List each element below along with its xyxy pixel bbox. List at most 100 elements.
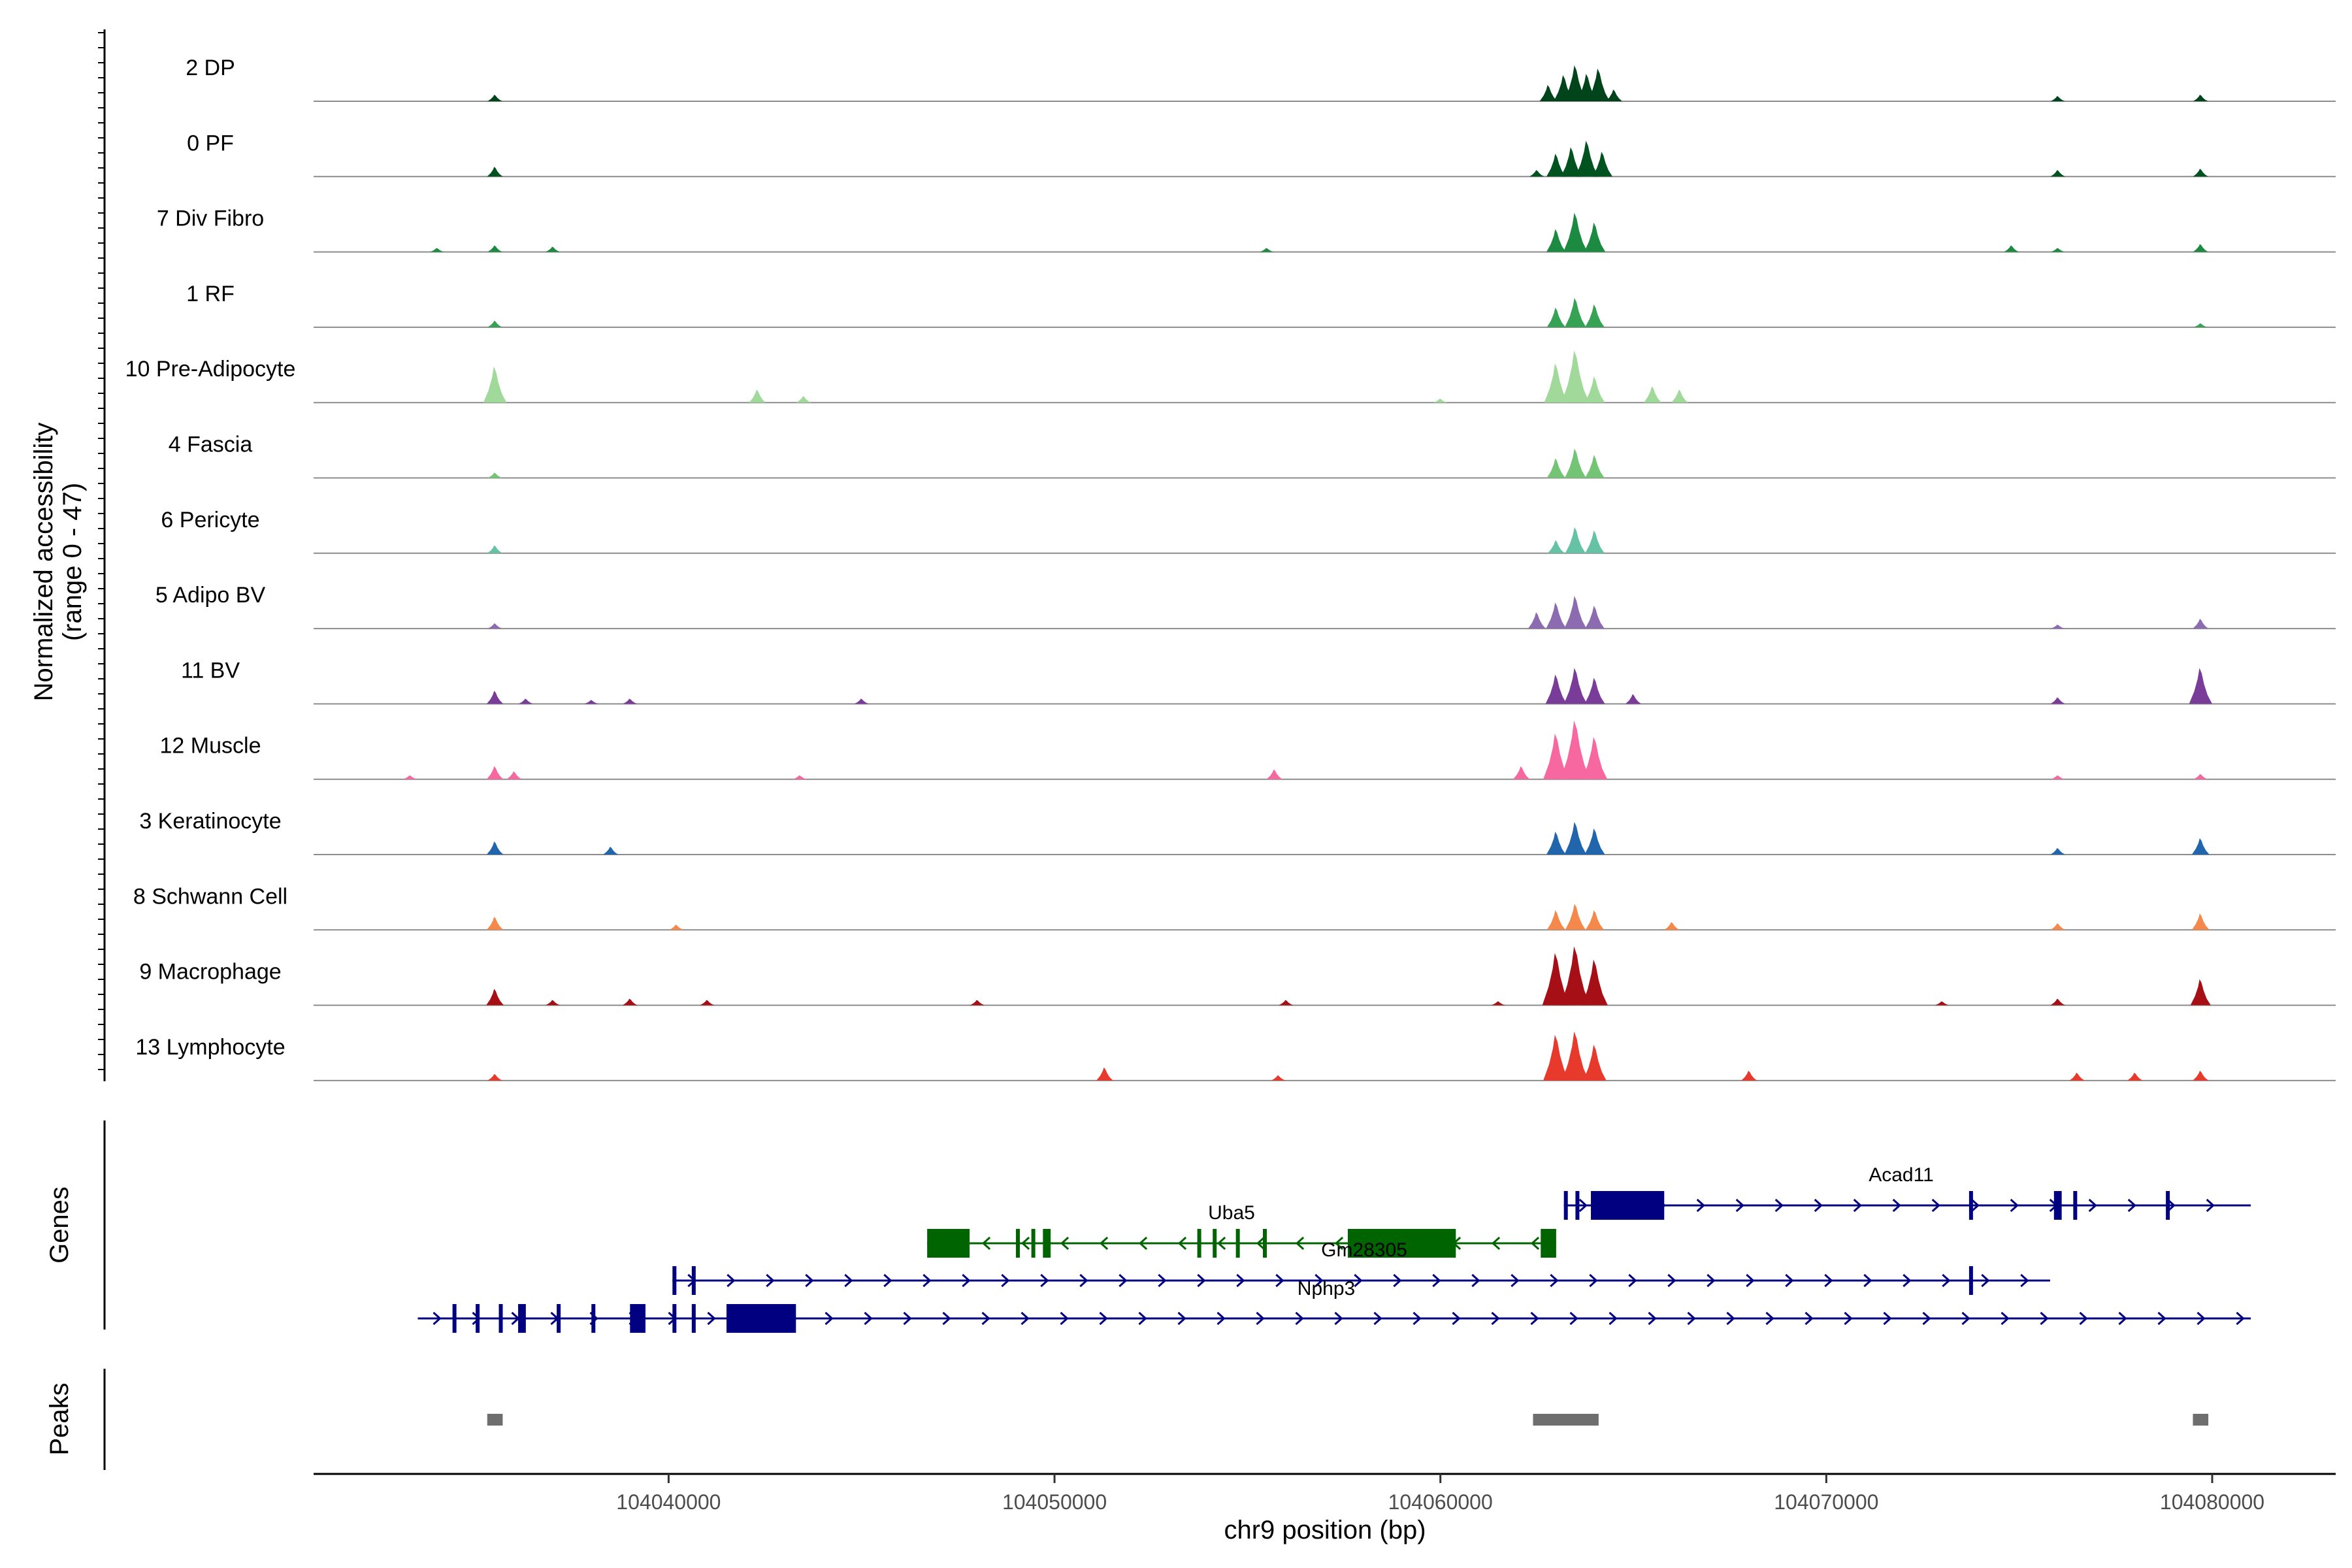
strand-arrow (1970, 1198, 1980, 1213)
strand-arrow (1256, 1236, 1266, 1250)
gene-exon (2053, 1191, 2062, 1220)
coverage-peak (1529, 170, 1544, 177)
gene-exon (2166, 1191, 2170, 1220)
gene-acad11: Acad11 (1563, 1164, 2251, 1220)
strand-arrow (1197, 1273, 1206, 1288)
coverage-peak (1563, 668, 1588, 704)
strand-arrow (1373, 1311, 1382, 1326)
strand-arrow (1648, 1311, 1657, 1326)
strand-arrow (1413, 1311, 1422, 1326)
coverage-peak (1565, 448, 1586, 478)
coverage-peak (700, 1000, 715, 1005)
coverage-peak (1585, 455, 1605, 478)
gene-exon (1591, 1191, 1665, 1220)
coverage-peak (2069, 1072, 2085, 1081)
coverage-peak (1564, 596, 1587, 629)
strand-arrow (825, 1311, 834, 1326)
strand-arrow (981, 1311, 990, 1326)
track-label: 13 Lymphocyte (135, 1035, 285, 1060)
peak-region (1533, 1414, 1599, 1426)
strand-arrow (1942, 1273, 1951, 1288)
coverage-peak (2189, 668, 2212, 704)
coverage-peak (1433, 399, 1448, 403)
x-tick-label: 104060000 (1388, 1490, 1493, 1514)
coverage-tracks: 2 DP 0 PF 7 Div Fibro 1 RF 10 Pre-Adipocyte 4… (125, 56, 2336, 1081)
gene-exon (1031, 1229, 1036, 1258)
coverage-peak (622, 998, 638, 1005)
coverage-peak (1664, 922, 1680, 930)
coverage-peak (1564, 822, 1587, 855)
coverage-peak (1935, 1001, 1950, 1005)
coverage-peak (1585, 530, 1605, 553)
strand-arrow (1687, 1311, 1696, 1326)
coverage-peak (487, 95, 502, 101)
coverage-peak (749, 389, 766, 403)
strand-arrow (1452, 1311, 1461, 1326)
strand-arrow (1315, 1273, 1324, 1288)
coverage-peak (1546, 458, 1566, 478)
gene-exon (672, 1304, 677, 1333)
strand-arrow (1236, 1273, 1245, 1288)
coverage-peak (1584, 222, 1606, 252)
coverage-peak (1491, 1001, 1506, 1005)
coverage-peak (518, 698, 533, 704)
strand-arrow (1354, 1273, 1363, 1288)
peak-track (487, 1414, 2209, 1426)
coverage-peak (487, 1073, 502, 1081)
coverage-peak (1584, 376, 1605, 403)
gene-exon (498, 1304, 503, 1333)
strand-arrow (1099, 1311, 1108, 1326)
coverage-peak (1560, 946, 1590, 1005)
coverage-peak (2127, 1072, 2143, 1081)
strand-arrow (1746, 1273, 1755, 1288)
coverage-peak (546, 246, 561, 252)
strand-arrow (2079, 1311, 2088, 1326)
coverage-peak (2050, 170, 2066, 177)
coverage-peak (1546, 307, 1566, 327)
coverage-peak (506, 771, 522, 779)
gene-exon (1563, 1191, 1568, 1220)
coverage-peak (970, 1000, 985, 1005)
coverage-peak (486, 988, 504, 1005)
track-10-pre-adipocyte: 10 Pre-Adipocyte (125, 350, 2336, 404)
strand-arrow (1981, 1273, 1990, 1288)
track-2-dp: 2 DP (186, 56, 2336, 102)
strand-arrow (903, 1311, 912, 1326)
coverage-peak (2050, 998, 2066, 1005)
gene-exon (476, 1304, 480, 1333)
track-label: 10 Pre-Adipocyte (125, 357, 296, 382)
coverage-peak (1543, 1034, 1569, 1081)
coverage-peak (1260, 248, 1274, 252)
track-4-fascia: 4 Fascia (169, 433, 2336, 479)
strand-arrow (1735, 1198, 1744, 1213)
strand-arrow (1060, 1236, 1070, 1250)
track-11-bv: 11 BV (181, 658, 2336, 705)
coverage-peak (402, 775, 417, 779)
strand-arrow (1774, 1198, 1784, 1213)
strand-arrow (1824, 1273, 1833, 1288)
coverage-peak (1546, 910, 1566, 930)
strand-arrow (1609, 1311, 1618, 1326)
coverage-peak (487, 545, 503, 553)
strand-arrow (1334, 1311, 1343, 1326)
coverage-peak (603, 847, 619, 855)
track-6-pericyte: 6 Pericyte (161, 508, 2336, 554)
coverage-peak (584, 700, 599, 704)
strand-arrow (707, 1311, 716, 1326)
track-8-schwann-cell: 8 Schwann Cell (133, 884, 2336, 931)
strand-arrow (805, 1273, 814, 1288)
coverage-peak (1544, 363, 1569, 403)
track-label: 1 RF (186, 282, 235, 306)
coverage-peak (1548, 540, 1565, 553)
gene-exon (630, 1304, 645, 1333)
track-label: 5 Adipo BV (155, 583, 266, 608)
strand-arrow (2020, 1273, 2029, 1288)
track-label: 9 Macrophage (139, 960, 281, 985)
strand-arrow (942, 1311, 951, 1326)
gene-nphp3: Nphp3 (417, 1278, 2251, 1333)
coverage-peak (2190, 979, 2211, 1005)
strand-arrow (1922, 1311, 1931, 1326)
strand-arrow (844, 1273, 853, 1288)
coverage-peak (2050, 848, 2066, 855)
strand-arrow (1138, 1236, 1148, 1250)
